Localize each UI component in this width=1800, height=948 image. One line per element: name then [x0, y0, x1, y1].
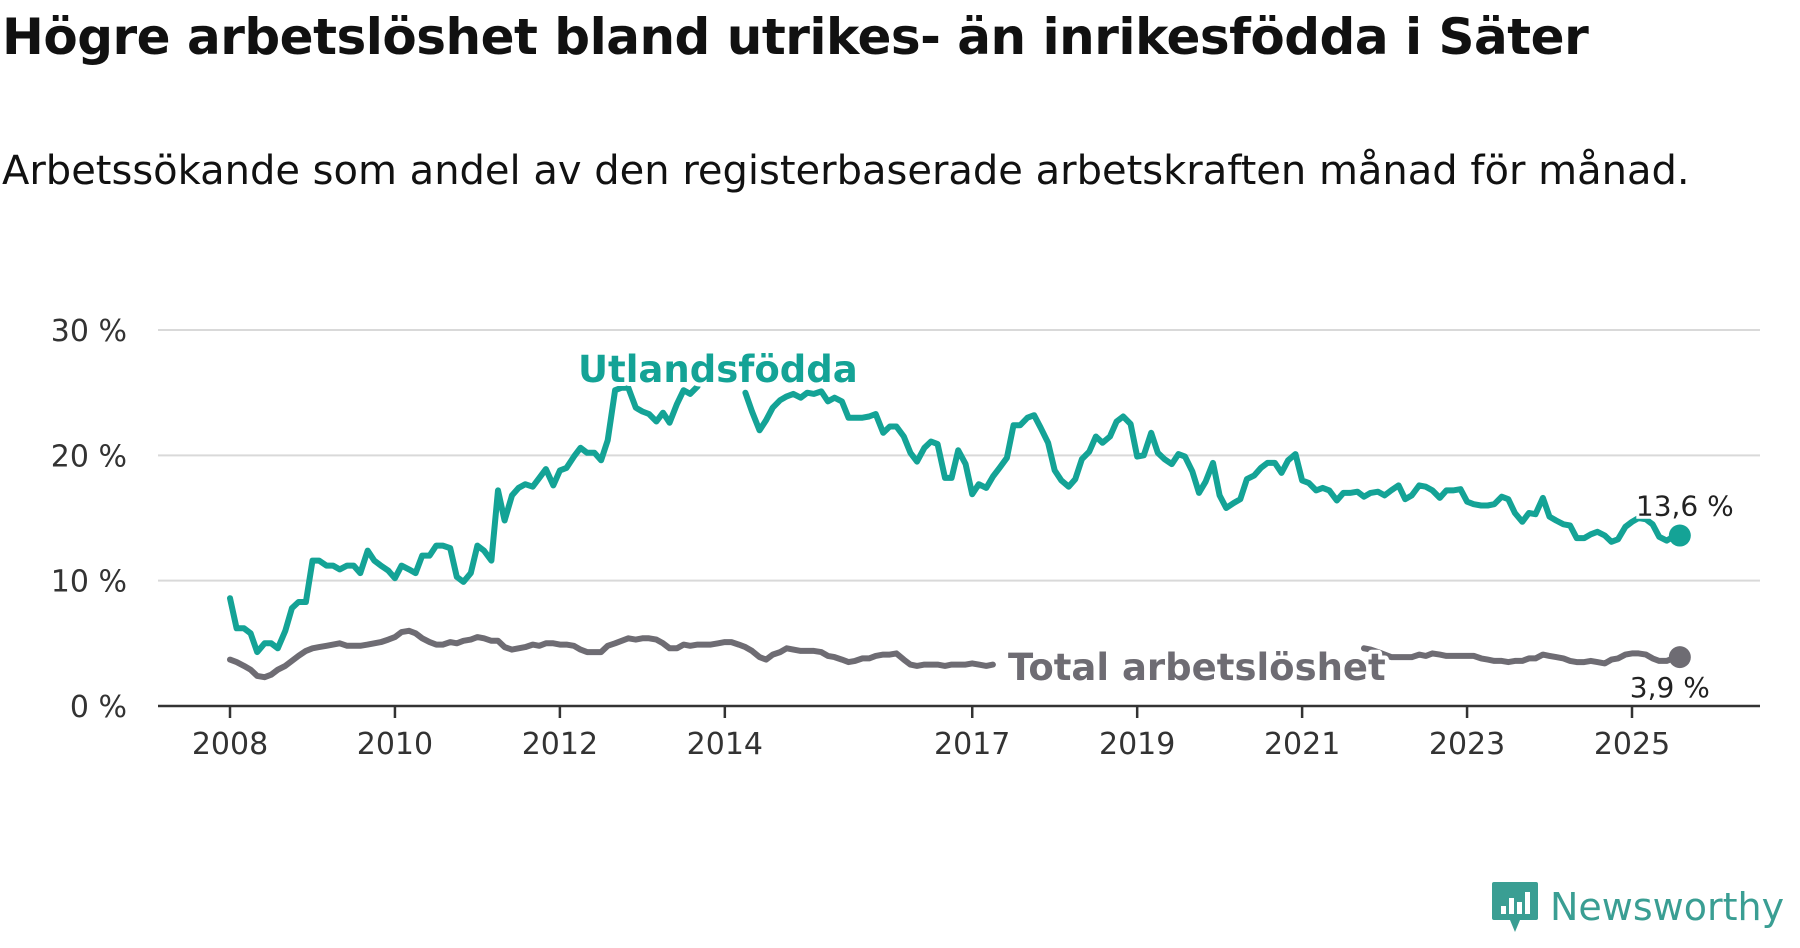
brand-name: Newsworthy [1550, 885, 1785, 929]
newsworthy-icon [1492, 882, 1538, 932]
y-tick-label: 30 % [51, 314, 127, 349]
x-tick-label: 2008 [192, 727, 268, 762]
foreign-end-marker [1668, 524, 1691, 547]
chart-subtitle: Arbetssökande som andel av den registerb… [2, 148, 1690, 194]
series-label-total: Total arbetslöshet [1008, 646, 1386, 689]
x-tick-label: 2025 [1594, 727, 1670, 762]
y-tick-label: 10 % [51, 565, 127, 600]
x-tick-label: 2021 [1264, 727, 1340, 762]
foreign-series [227, 383, 1691, 656]
x-tick-label: 2014 [687, 727, 763, 762]
x-tick-label: 2012 [522, 727, 598, 762]
end-value-label: 13,6 % [1636, 490, 1734, 523]
foreign-line [227, 383, 701, 656]
total-line [1361, 645, 1683, 667]
x-tick-label: 2023 [1429, 727, 1505, 762]
line-chart: 0 % 10 % 20 % 30 % 2008 2010 2012 2014 2017 2019 2… [51, 314, 1760, 762]
chart-title: Högre arbetslöshet bland utrikes- än inr… [2, 8, 1589, 66]
foreign-line [742, 388, 1683, 545]
total-series [227, 627, 1691, 681]
end-value-label: 3,9 % [1630, 671, 1710, 704]
y-tick-label: 20 % [51, 439, 127, 474]
newsworthy-logo: Newsworthy [1490, 880, 1784, 934]
x-tick-label: 2017 [934, 727, 1010, 762]
x-tick-label: 2010 [357, 727, 433, 762]
y-tick-label: 0 % [70, 690, 127, 725]
series-label-utlandsfodda: Utlandsfödda [578, 348, 858, 391]
total-line [227, 627, 996, 681]
x-tick-label: 2019 [1099, 727, 1175, 762]
total-end-marker [1668, 646, 1691, 669]
